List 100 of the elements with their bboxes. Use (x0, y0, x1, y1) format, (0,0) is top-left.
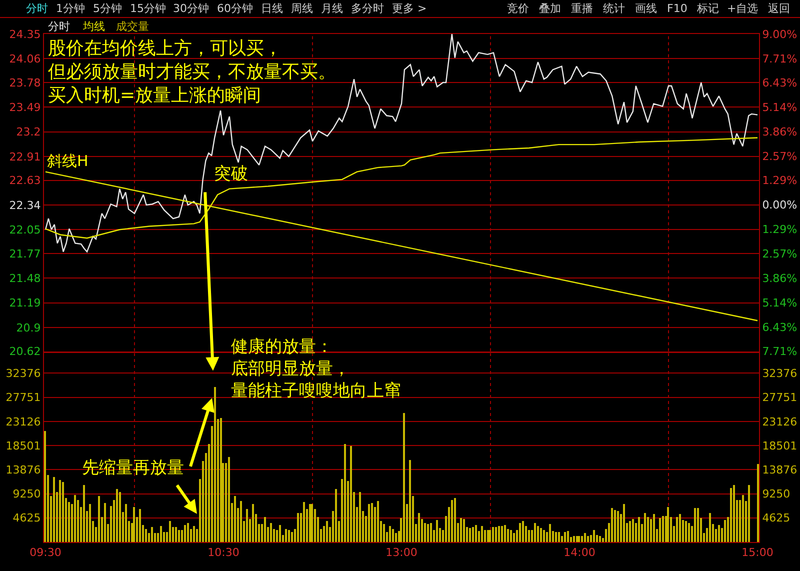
bar (724, 520, 726, 542)
bar (679, 514, 681, 542)
bar (510, 530, 512, 542)
bar (279, 525, 281, 542)
y-tick-label: 23126 (6, 415, 41, 428)
bar (757, 464, 759, 542)
bar (659, 518, 661, 542)
bar (564, 532, 566, 542)
y2-tick-label: 2.57% (762, 248, 798, 261)
text: 15分钟 (130, 2, 166, 15)
text: 标记 (696, 2, 719, 15)
text: F10 (667, 2, 688, 15)
y2-tick-label: 6.43% (762, 320, 798, 334)
annotation: 突破 (214, 164, 248, 184)
bar (454, 498, 456, 542)
bar (593, 530, 595, 542)
bar (522, 521, 524, 542)
bar (543, 530, 545, 542)
y-tick-label: 21.77 (9, 247, 41, 260)
bar (587, 536, 589, 542)
bar (504, 525, 506, 542)
bar (513, 533, 515, 542)
y2-tick-label: 1.29% (762, 223, 798, 236)
bar (576, 536, 578, 542)
y2-tick-label: 27751 (762, 391, 798, 404)
bar (175, 527, 177, 542)
bar (561, 536, 563, 542)
bar (187, 523, 189, 542)
bar (647, 517, 649, 542)
y-tick-label: 32376 (6, 366, 41, 380)
bar (558, 532, 560, 542)
bar (427, 524, 429, 542)
y2-tick-label: 3.86% (762, 272, 798, 286)
y-tick-label: 22.63 (9, 174, 41, 188)
bar (632, 519, 634, 542)
bar (537, 526, 539, 542)
text: 返回 (768, 2, 790, 15)
text: 周线 (291, 2, 313, 15)
y2-tick-label: 7.71% (762, 52, 798, 66)
bar (611, 508, 613, 542)
y-tick-label: 22.34 (9, 198, 41, 212)
bar (694, 508, 696, 542)
y2-tick-label: 1.29% (762, 174, 798, 188)
y-tick-label: 23.2 (16, 126, 41, 139)
bar (214, 387, 216, 542)
bar (350, 446, 352, 542)
bar (59, 480, 61, 542)
y2-tick-label: 5.14% (762, 296, 798, 310)
text: 画线 (635, 2, 657, 15)
bar (487, 530, 489, 542)
bar (748, 485, 750, 542)
bar (540, 528, 542, 542)
bar (638, 517, 640, 542)
bar (89, 504, 91, 542)
y2-tick-label: 3.86% (762, 125, 798, 138)
bar (617, 511, 619, 542)
y2-tick-label: 9.00% (762, 28, 798, 41)
bar (383, 524, 385, 542)
bar (573, 536, 575, 542)
bar (68, 502, 70, 542)
bar (742, 495, 744, 542)
bar (688, 523, 690, 542)
y-tick-label: 4625 (12, 512, 41, 525)
bar (74, 495, 76, 542)
text: 多分时 (351, 2, 384, 15)
bar (98, 496, 100, 542)
x-tick-label: 15:00 (742, 546, 774, 560)
text: 统计 (603, 2, 625, 15)
bar (430, 523, 432, 542)
bar (83, 485, 85, 542)
bar (240, 501, 242, 542)
bar (116, 489, 118, 542)
text: 1分钟 (56, 2, 85, 15)
text: 重播 (571, 2, 593, 15)
bar (125, 504, 127, 542)
y-tick-label: 23.78 (9, 76, 41, 90)
bar (460, 518, 462, 542)
y-tick-label: 22.05 (9, 223, 41, 236)
text: 月线 (321, 2, 343, 15)
y-tick-label: 9250 (12, 488, 41, 501)
y-tick-label: 24.06 (9, 52, 41, 66)
bar (676, 517, 678, 542)
bar (697, 508, 699, 542)
bar (160, 526, 162, 542)
bar (311, 504, 313, 542)
y2-tick-label: 2.57% (762, 150, 798, 163)
bar (234, 496, 236, 542)
y-tick-label: 22.91 (9, 150, 41, 164)
bar (418, 513, 420, 542)
annotation: 股价在均价线上方，可以买，但必须放量时才能买，不放量不买。买入时机=放量上涨的瞬间 (48, 38, 336, 106)
bar (228, 457, 230, 542)
bar (567, 531, 569, 542)
bar (507, 529, 509, 542)
bar (297, 513, 299, 542)
bar (246, 509, 248, 542)
bar (475, 525, 477, 542)
bar (629, 521, 631, 542)
y2-tick-label: 4625 (762, 512, 790, 525)
bar (252, 504, 254, 542)
bar (169, 521, 171, 542)
